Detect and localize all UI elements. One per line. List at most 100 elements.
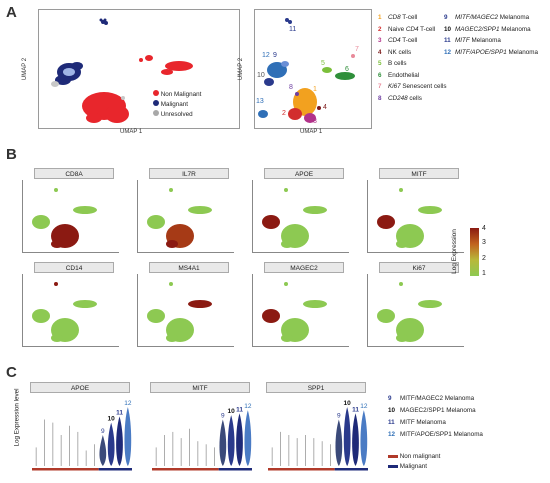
violin-label-10: 10 bbox=[344, 400, 352, 407]
cluster-num: 9 bbox=[444, 14, 448, 21]
status-legend-0: Non Malignant bbox=[153, 90, 201, 98]
cluster-name-post: Melanoma bbox=[498, 14, 530, 21]
group-bar-malignant bbox=[98, 468, 132, 471]
cluster-legend-item: 1 CD8 T-cell bbox=[378, 14, 417, 21]
cell-cluster bbox=[284, 188, 288, 192]
cell-cluster bbox=[396, 240, 408, 248]
cluster-name-gene: MAGEC2/SPP1 bbox=[455, 25, 500, 33]
cluster-label-4: 4 bbox=[323, 104, 327, 111]
group-legend-0: Non malignant bbox=[388, 453, 440, 460]
cluster-name-gene: CD4 bbox=[388, 37, 401, 44]
cluster-name-gene: CD248 bbox=[388, 94, 408, 102]
cluster-legend-item: 11 MITF Melanoma bbox=[444, 37, 501, 44]
colorbar bbox=[470, 228, 479, 276]
violin-label-11: 11 bbox=[352, 406, 359, 413]
violin-ylabel: Log Expression level bbox=[13, 388, 21, 447]
cell-cluster bbox=[418, 206, 442, 214]
colorbar-tick-4: 4 bbox=[482, 225, 486, 232]
violin-label-10: 10 bbox=[108, 416, 116, 423]
cluster-name-pre: B cells bbox=[388, 60, 407, 67]
feature-plot bbox=[252, 180, 349, 253]
cluster-label-5: 5 bbox=[321, 60, 325, 67]
cluster-name: MAGEC2/SPP1 Melanoma bbox=[400, 407, 476, 414]
violin-12 bbox=[124, 407, 132, 466]
cell-cluster bbox=[147, 309, 165, 323]
cluster-num: 10 bbox=[444, 25, 452, 33]
cell-cluster bbox=[303, 300, 327, 308]
violin-legend-item: 11 MITF Melanoma bbox=[388, 419, 446, 426]
legend-label: Non Malignant bbox=[160, 91, 202, 98]
feature-plot-title: MITF bbox=[379, 168, 459, 179]
feature-plot-points bbox=[32, 282, 97, 342]
cluster-label-6: 6 bbox=[345, 66, 349, 73]
group-bar-nonmalignant bbox=[32, 468, 99, 471]
cell-cluster bbox=[396, 334, 408, 342]
umap-x-label-left: UMAP 1 bbox=[120, 129, 143, 135]
cell-cluster bbox=[188, 300, 212, 308]
cluster-label-7: 7 bbox=[355, 46, 359, 53]
cluster-name-pre: Endothelial bbox=[388, 71, 420, 79]
cell-cluster bbox=[73, 206, 97, 214]
feature-plot-title: IL7R bbox=[149, 168, 229, 179]
cell-cluster bbox=[32, 215, 50, 229]
cluster-num: 11 bbox=[444, 37, 451, 44]
violin-10 bbox=[343, 407, 351, 466]
cluster-num: 7 bbox=[378, 83, 382, 90]
feature-plot-points bbox=[377, 188, 442, 248]
umap-status-plot: Non Malignant Malignant Unresolved bbox=[38, 9, 240, 129]
cell-cluster bbox=[51, 334, 63, 342]
cell-cluster bbox=[262, 309, 280, 323]
cell-cluster bbox=[147, 215, 165, 229]
feature-plot bbox=[137, 274, 234, 347]
cluster-name-gene: Ki67 bbox=[388, 83, 401, 90]
feature-plot-title: Ki67 bbox=[379, 262, 459, 273]
violin-9 bbox=[99, 435, 107, 466]
feature-plot-title: MAGEC2 bbox=[264, 262, 344, 273]
cluster-name-post: Melanoma bbox=[469, 37, 501, 44]
cluster-num: 10 bbox=[388, 407, 396, 414]
cluster-label-8: 8 bbox=[289, 84, 293, 91]
group-bar-malignant bbox=[334, 468, 368, 471]
feature-plot-points bbox=[262, 188, 327, 248]
umap-cluster-points bbox=[258, 18, 355, 123]
cluster-num: 1 bbox=[378, 14, 382, 21]
cell-cluster bbox=[73, 300, 97, 308]
violin-label-12: 12 bbox=[244, 403, 252, 410]
feature-plot bbox=[22, 180, 119, 253]
feature-plot bbox=[22, 274, 119, 347]
umap-cluster-plot: 11 12 9 10 13 7 5 6 8 1 2 4 3 bbox=[254, 9, 372, 129]
violin-9 bbox=[219, 419, 227, 466]
cell-cluster bbox=[303, 206, 327, 214]
legend-swatch bbox=[388, 454, 398, 458]
cluster-legend-item: 5 B cells bbox=[378, 60, 407, 67]
colorbar-tick-1: 1 bbox=[482, 270, 486, 277]
feature-plot-points bbox=[377, 282, 442, 342]
cluster-num: 3 bbox=[378, 37, 382, 44]
violin-label-12: 12 bbox=[124, 400, 132, 407]
umap-y-label-left: UMAP 2 bbox=[22, 57, 29, 81]
cluster-name-post: cells bbox=[407, 94, 422, 102]
cluster-label-3: 3 bbox=[313, 118, 317, 125]
cell-cluster bbox=[166, 240, 178, 248]
violin-label-12: 12 bbox=[360, 403, 368, 410]
cluster-legend-item: 8 CD248 cells bbox=[378, 95, 422, 102]
umap-x-label-right: UMAP 1 bbox=[300, 129, 323, 135]
cell-cluster bbox=[399, 188, 403, 192]
legend-label: Malignant bbox=[399, 463, 428, 470]
cell-cluster bbox=[377, 309, 395, 323]
cluster-name-gene: MITF bbox=[455, 37, 470, 44]
violin-legend-item: 12 MITF/APOE/SPP1 Melanoma bbox=[388, 431, 483, 438]
colorbar-title: Log Expression bbox=[450, 229, 458, 274]
cluster-label-9: 9 bbox=[273, 52, 277, 59]
panel-letter-c: C bbox=[6, 364, 17, 381]
feature-plot-points bbox=[32, 188, 97, 248]
status-legend-1: Malignant bbox=[153, 100, 188, 108]
cluster-num: 9 bbox=[388, 395, 392, 402]
cluster-name-gene: CD4 bbox=[405, 25, 419, 33]
cluster-label-13: 13 bbox=[256, 98, 264, 105]
feature-plot bbox=[367, 274, 464, 347]
group-bar-nonmalignant bbox=[268, 468, 335, 471]
violin-11 bbox=[116, 416, 123, 466]
cell-cluster bbox=[169, 188, 173, 192]
